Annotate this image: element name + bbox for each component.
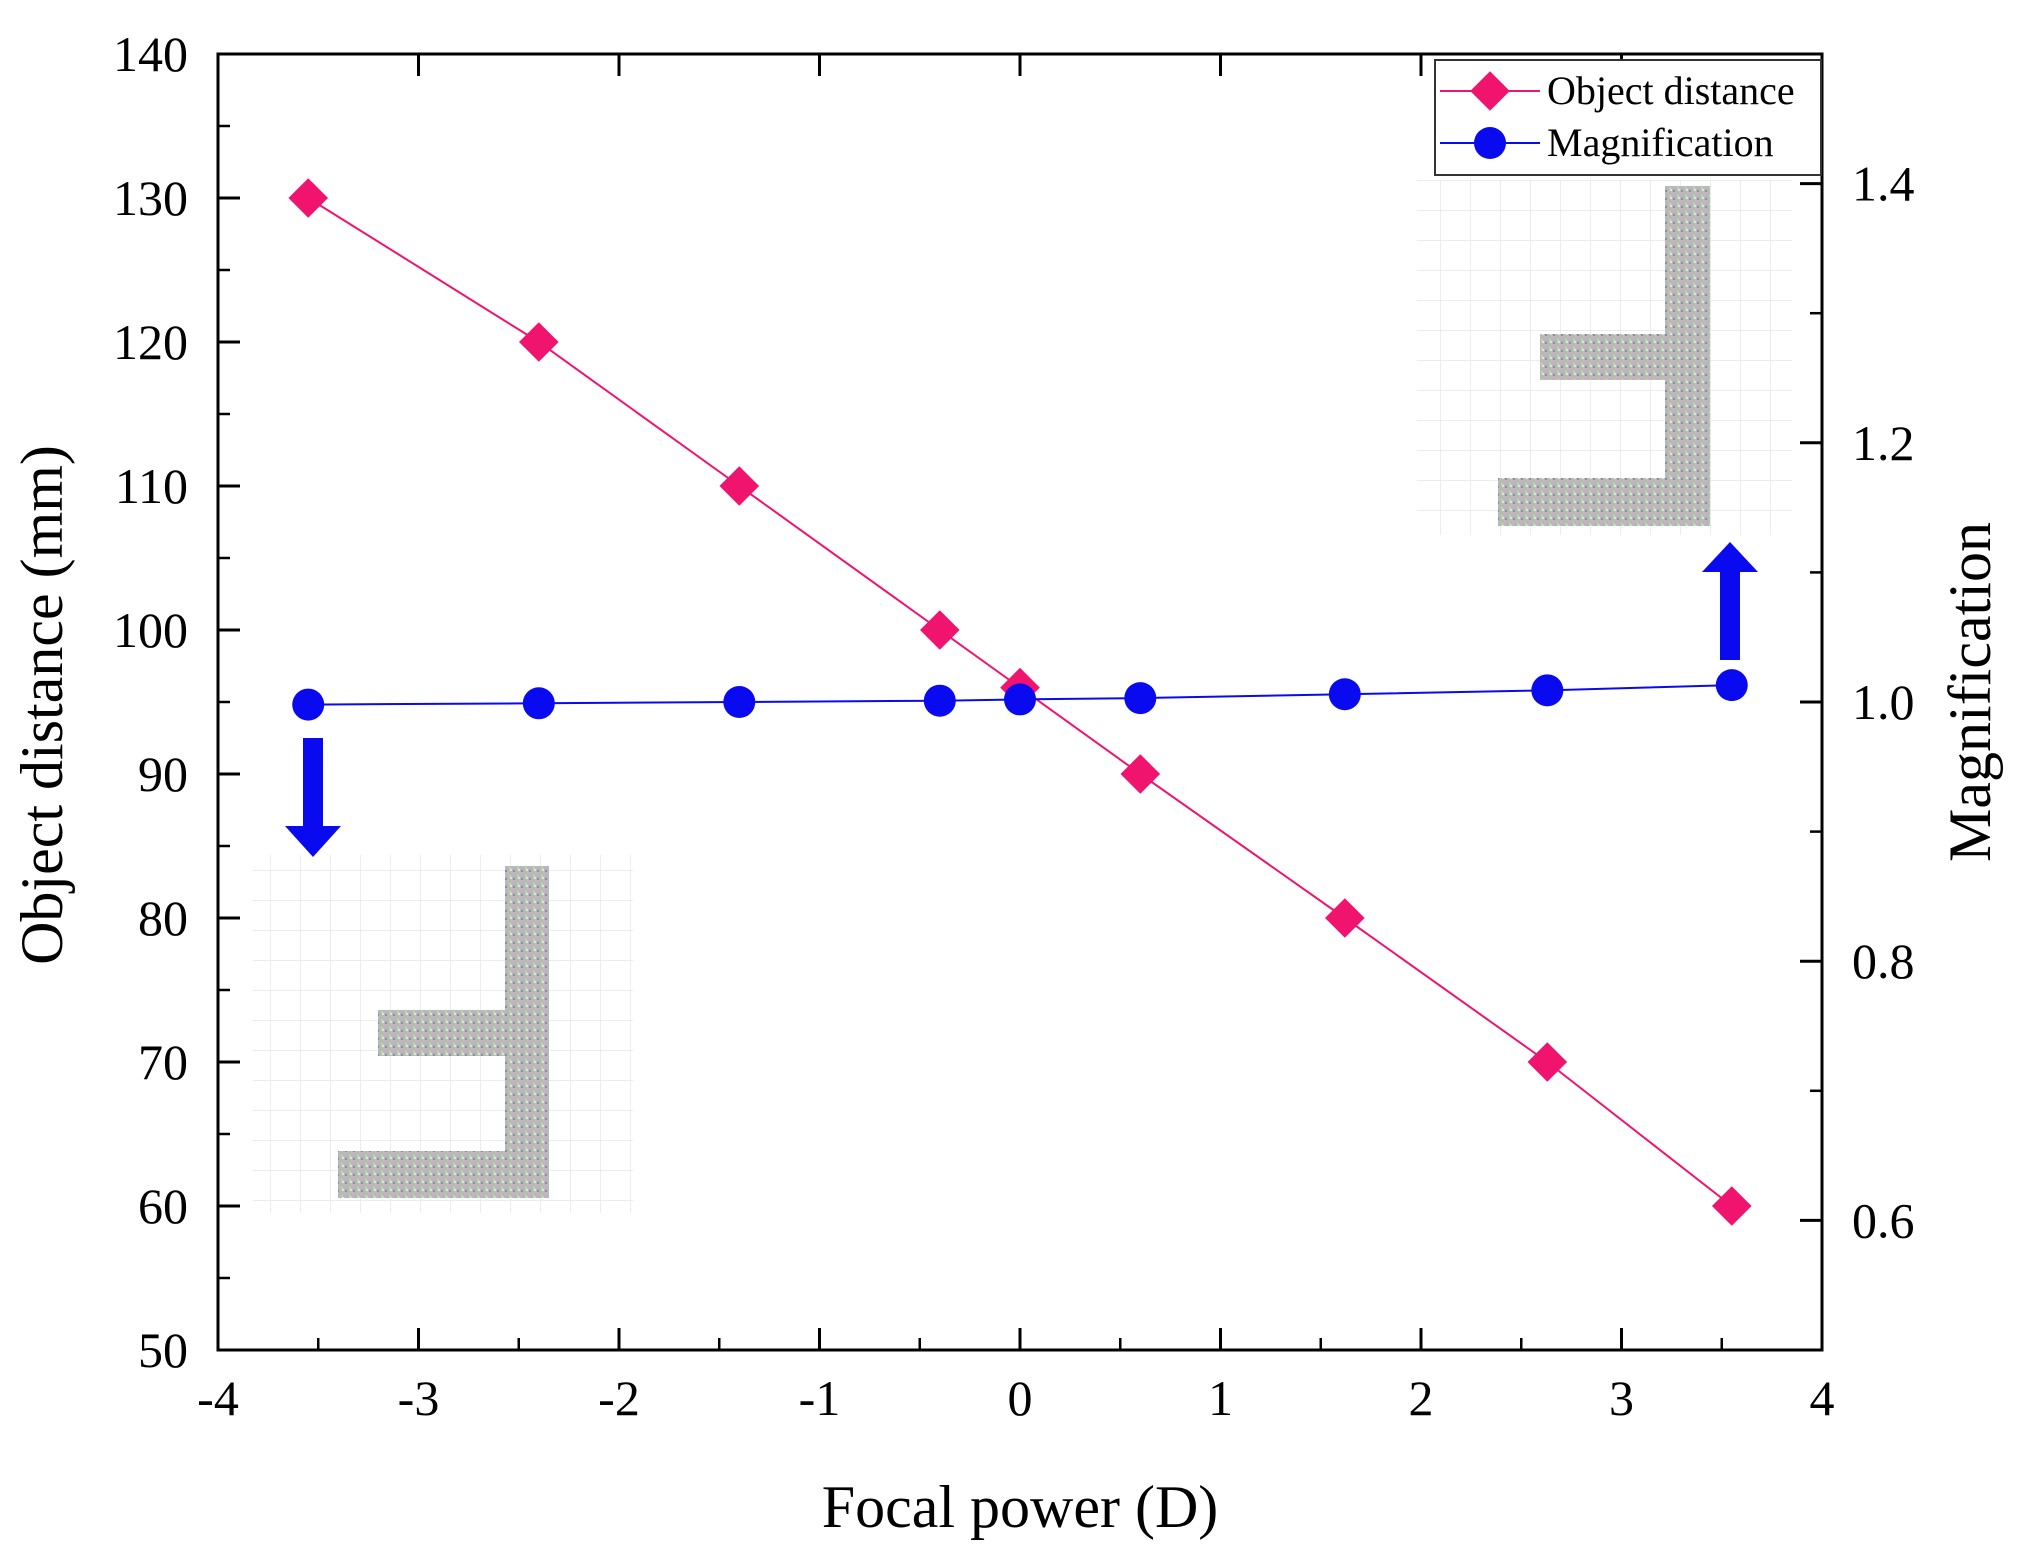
data-point-object-distance xyxy=(1527,1042,1568,1082)
y2-axis-title: Magnification xyxy=(1937,522,2003,862)
x-tick-label: 0 xyxy=(1008,1370,1033,1426)
y-tick-label: 50 xyxy=(138,1322,188,1378)
data-point-object-distance xyxy=(519,322,559,362)
data-point-object-distance xyxy=(1711,1186,1752,1226)
x-tick-label: 1 xyxy=(1208,1370,1233,1426)
y-tick-label: 110 xyxy=(115,458,188,514)
data-point-magnification xyxy=(292,688,325,721)
data-point-magnification xyxy=(723,686,756,718)
y2-tick-label: 0.8 xyxy=(1852,933,1915,989)
data-point-object-distance xyxy=(920,610,960,650)
inset-image-right xyxy=(1417,180,1792,535)
y2-tick-label: 1.4 xyxy=(1852,156,1915,212)
data-point-object-distance xyxy=(288,178,329,218)
y-tick-label: 130 xyxy=(113,170,188,226)
arrow-down-icon xyxy=(285,738,341,857)
y-axis-title: Object distance (mm) xyxy=(9,445,75,965)
x-tick-label: 3 xyxy=(1609,1370,1634,1426)
inset-image-left xyxy=(253,855,633,1213)
y-tick-label: 60 xyxy=(138,1178,188,1234)
y2-tick-label: 0.6 xyxy=(1852,1192,1915,1248)
series-layer xyxy=(288,178,1752,1226)
data-point-magnification xyxy=(1715,669,1748,702)
data-point-object-distance xyxy=(1120,754,1161,794)
x-axis-title: Focal power (D) xyxy=(822,1474,1219,1540)
y-tick-label: 140 xyxy=(113,26,188,82)
x-tick-label: 4 xyxy=(1810,1370,1835,1426)
legend-label-magnification: Magnification xyxy=(1547,120,1774,165)
x-tick-label: -1 xyxy=(799,1370,841,1426)
data-point-magnification xyxy=(1328,678,1361,711)
data-point-magnification xyxy=(1531,674,1564,707)
y2-tick-label: 1.0 xyxy=(1852,674,1915,730)
y-tick-label: 100 xyxy=(113,602,188,658)
axes: -4 -3 -2 -1 0 1 2 3 4 50 60 70 80 90 100 110 120 130 140 0.… xyxy=(113,26,1915,1426)
y-tick-label: 70 xyxy=(138,1034,188,1090)
data-point-magnification xyxy=(1004,683,1036,716)
y-tick-label: 90 xyxy=(138,746,188,802)
arrow-up-icon xyxy=(1702,542,1758,660)
data-point-magnification xyxy=(522,687,555,720)
legend-marker-magnification xyxy=(1474,127,1506,159)
x-tick-label: 2 xyxy=(1409,1370,1434,1426)
data-point-magnification xyxy=(1124,682,1157,715)
x-tick-label: -3 xyxy=(398,1370,440,1426)
y2-tick-label: 1.2 xyxy=(1852,415,1915,471)
data-point-magnification xyxy=(923,684,956,717)
data-point-object-distance xyxy=(719,466,760,506)
x-tick-label: -4 xyxy=(197,1370,239,1426)
y-tick-label: 120 xyxy=(113,314,188,370)
y-tick-label: 80 xyxy=(138,890,188,946)
data-point-object-distance xyxy=(1325,898,1365,938)
x-tick-label: -2 xyxy=(598,1370,640,1426)
legend-label-object-distance: Object distance xyxy=(1547,68,1795,113)
legend: Object distance Magnification xyxy=(1434,59,1822,176)
